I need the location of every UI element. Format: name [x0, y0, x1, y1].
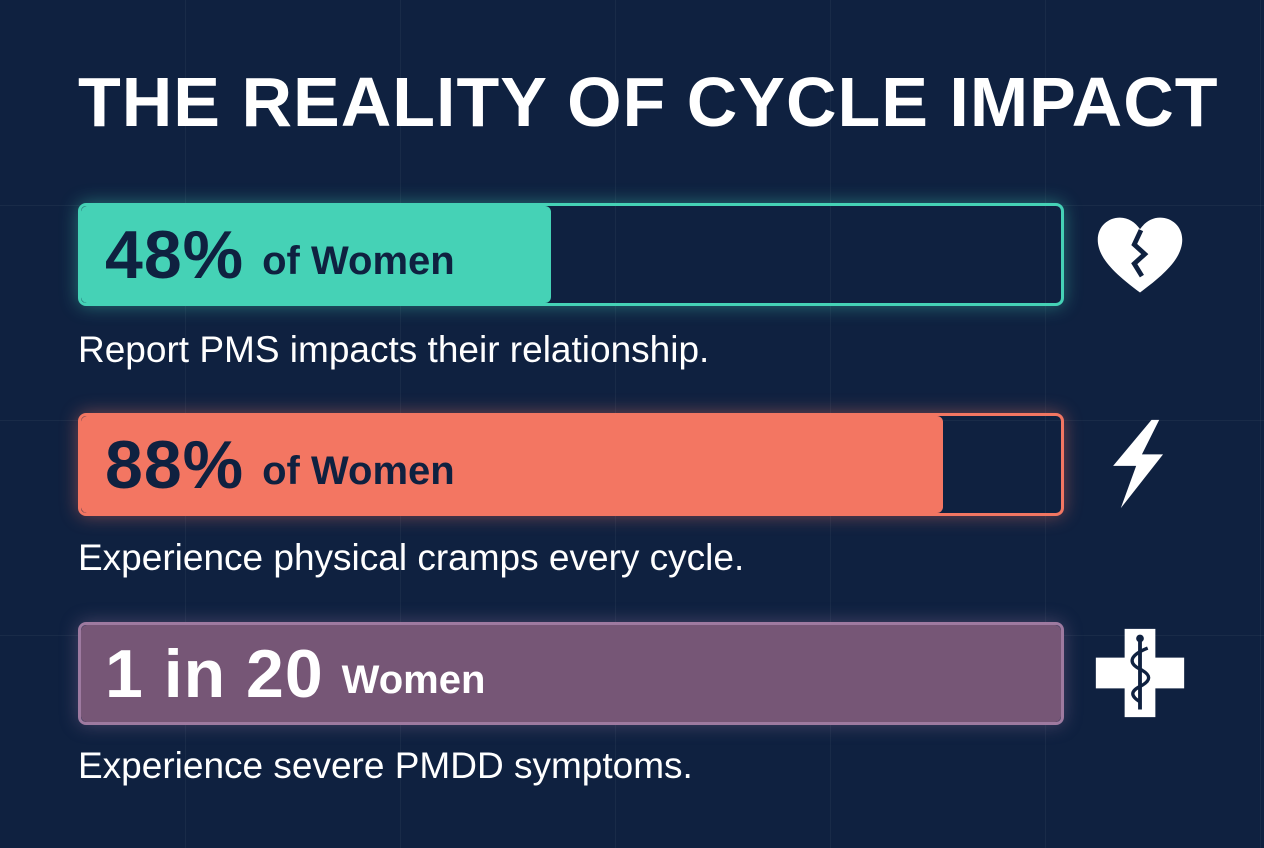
- stat-description: Experience physical cramps every cycle.: [78, 537, 745, 578]
- stat-unit: Women: [341, 658, 486, 702]
- bar-fill-48-percent: [81, 206, 551, 303]
- stat-unit: of Women: [262, 449, 455, 493]
- stat-unit: of Women: [262, 239, 455, 283]
- bar-label: 1 in 20 Women: [105, 625, 485, 722]
- stat-value: 88%: [105, 426, 245, 503]
- stat-value: 48%: [105, 216, 245, 293]
- stat-bar-pmdd-symptoms: 1 in 20 Women: [78, 622, 1064, 725]
- bar-fill-88-percent: [81, 416, 943, 513]
- stat-value: 1 in 20: [105, 635, 324, 712]
- bar-fill-full: [81, 625, 1061, 722]
- medical-cross-icon: [1092, 625, 1188, 721]
- stat-description: Report PMS impacts their relationship.: [78, 329, 710, 370]
- stat-bar-physical-cramps: 88% of Women: [78, 413, 1064, 516]
- bar-label: 88% of Women: [105, 416, 455, 513]
- stat-description: Experience severe PMDD symptoms.: [78, 745, 693, 786]
- bar-label: 48% of Women: [105, 206, 455, 303]
- broken-heart-icon: [1092, 208, 1188, 304]
- lightning-bolt-icon: [1092, 416, 1188, 512]
- page-title: THE REALITY OF CYCLE IMPACT: [78, 63, 1219, 141]
- stat-bar-pms-relationship: 48% of Women: [78, 203, 1064, 306]
